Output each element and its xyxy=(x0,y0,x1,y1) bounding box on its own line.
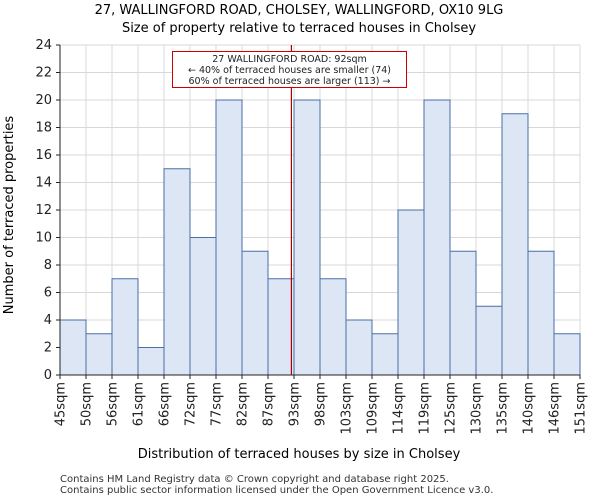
bar-103sqm xyxy=(345,319,373,376)
bar-50sqm xyxy=(85,333,113,376)
bar-109sqm xyxy=(371,333,399,376)
bar-98sqm xyxy=(319,278,347,376)
bar-45sqm xyxy=(59,319,87,376)
footer-line-1: Contains HM Land Registry data © Crown c… xyxy=(60,474,449,485)
bar-140sqm xyxy=(527,250,555,376)
y-axis-label: Number of terraced properties xyxy=(2,116,17,315)
y-tick-label-2: 4 xyxy=(44,313,52,328)
x-tick-label-119sqm: 119sqm xyxy=(418,382,433,435)
bar-56sqm xyxy=(111,278,139,376)
chart-title: 27, WALLINGFORD ROAD, CHOLSEY, WALLINGFO… xyxy=(95,3,504,18)
x-tick-label-72sqm: 72sqm xyxy=(184,382,199,426)
bar-66sqm xyxy=(163,168,191,376)
bar-146sqm xyxy=(553,333,581,376)
x-tick-label-114sqm: 114sqm xyxy=(392,382,407,435)
chart-subtitle: Size of property relative to terraced ho… xyxy=(122,21,476,36)
y-tick-label-12: 24 xyxy=(35,38,52,53)
annotation-line-1: 27 WALLINGFORD ROAD: 92sqm xyxy=(212,54,367,65)
x-tick-label-130sqm: 130sqm xyxy=(470,382,485,435)
y-tick-label-3: 6 xyxy=(44,286,52,301)
x-tick-label-140sqm: 140sqm xyxy=(522,382,537,435)
x-tick-label-82sqm: 82sqm xyxy=(236,382,251,426)
x-tick-label-45sqm: 45sqm xyxy=(54,382,69,426)
y-tick-label-6: 12 xyxy=(35,203,52,218)
x-tick-label-50sqm: 50sqm xyxy=(80,382,95,426)
annotation-line-2: ← 40% of terraced houses are smaller (74… xyxy=(187,65,392,76)
y-tick-label-4: 8 xyxy=(44,258,52,273)
x-tick-label-56sqm: 56sqm xyxy=(106,382,121,426)
x-tick-label-98sqm: 98sqm xyxy=(314,382,329,426)
x-tick-label-93sqm: 93sqm xyxy=(288,382,303,426)
bar-82sqm xyxy=(241,250,269,376)
x-tick-label-109sqm: 109sqm xyxy=(366,382,381,435)
x-tick-label-66sqm: 66sqm xyxy=(158,382,173,426)
x-tick-label-77sqm: 77sqm xyxy=(210,382,225,426)
bar-119sqm xyxy=(423,99,451,376)
x-tick-label-146sqm: 146sqm xyxy=(548,382,563,435)
y-tick-label-1: 2 xyxy=(44,341,52,356)
annotation-line-3: 60% of terraced houses are larger (113) … xyxy=(188,76,391,87)
x-tick-label-135sqm: 135sqm xyxy=(496,382,511,435)
footer-line-2: Contains public sector information licen… xyxy=(60,485,494,496)
y-tick-label-11: 22 xyxy=(35,66,52,81)
y-tick-label-10: 20 xyxy=(35,93,52,108)
x-tick-label-125sqm: 125sqm xyxy=(444,382,459,435)
bar-87sqm xyxy=(267,278,295,376)
bar-135sqm xyxy=(501,113,529,376)
bar-93sqm xyxy=(293,99,321,376)
x-tick-label-103sqm: 103sqm xyxy=(340,382,355,435)
bar-72sqm xyxy=(189,237,217,376)
bar-130sqm xyxy=(475,305,503,376)
x-axis-label: Distribution of terraced houses by size … xyxy=(138,447,461,462)
x-tick-label-151sqm: 151sqm xyxy=(574,382,589,435)
bar-114sqm xyxy=(397,209,425,376)
y-tick-label-8: 16 xyxy=(35,148,52,163)
annotation-box: 27 WALLINGFORD ROAD: 92sqm ← 40% of terr… xyxy=(172,51,407,88)
bar-77sqm xyxy=(215,99,243,376)
x-tick-label-61sqm: 61sqm xyxy=(132,382,147,426)
y-tick-label-9: 18 xyxy=(35,121,52,136)
x-tick-label-87sqm: 87sqm xyxy=(262,382,277,426)
y-tick-label-7: 14 xyxy=(35,176,52,191)
y-tick-label-0: 0 xyxy=(44,368,52,383)
y-tick-label-5: 10 xyxy=(35,231,52,246)
bar-125sqm xyxy=(449,250,477,376)
bar-61sqm xyxy=(137,347,165,376)
